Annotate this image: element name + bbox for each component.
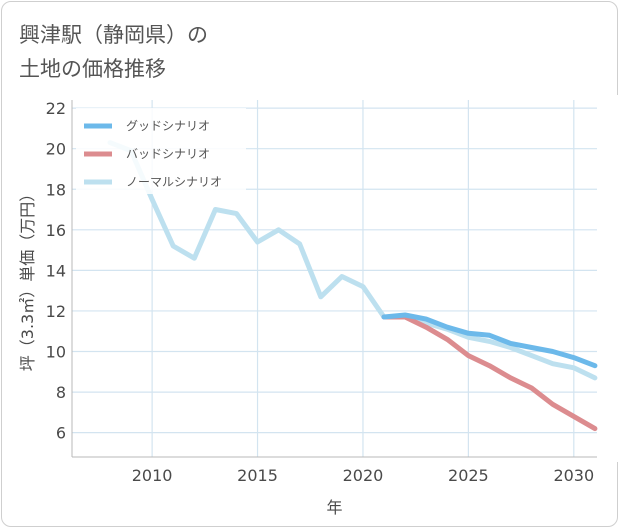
y-axis-label: 坪（3.3㎡）単価（万円） — [18, 186, 37, 371]
y-tick-label: 14 — [46, 261, 66, 280]
x-tick-label: 2015 — [237, 466, 278, 485]
x-tick-label: 2030 — [553, 466, 594, 485]
grid-lines — [72, 100, 597, 457]
y-tick-label: 8 — [56, 383, 66, 402]
plot-clip-mask — [598, 95, 618, 462]
legend-label-1[interactable]: グッドシナリオ — [126, 119, 210, 133]
y-tick-label: 16 — [46, 221, 66, 240]
x-axis-label: 年 — [326, 498, 342, 517]
x-tick-label: 2010 — [132, 466, 173, 485]
legend-label-2[interactable]: バッドシナリオ — [126, 147, 210, 161]
x-axis-ticks: 2010 2015 2020 2025 2030 — [132, 466, 594, 485]
chart-title-line-2: 土地の価格推移 — [19, 57, 166, 81]
series-line-3 — [107, 140, 598, 381]
y-tick-label: 20 — [46, 140, 66, 159]
y-tick-label: 10 — [46, 343, 66, 362]
x-tick-label: 2020 — [343, 466, 384, 485]
series-line-1 — [381, 312, 598, 369]
chart-title-line-1: 興津駅（静岡県）の — [19, 23, 208, 47]
series-line-2 — [381, 314, 598, 432]
y-tick-label: 12 — [46, 302, 66, 321]
chart-title: 興津駅（静岡県）の 土地の価格推移 — [19, 18, 208, 86]
y-tick-label: 22 — [46, 99, 66, 118]
legend-label-3[interactable]: ノーマルシナリオ — [126, 175, 222, 189]
plot-area — [71, 100, 597, 458]
y-axis-ticks: 6 8 10 12 14 16 18 20 22 — [46, 99, 66, 443]
y-tick-label: 6 — [56, 424, 66, 443]
x-tick-label: 2025 — [448, 466, 489, 485]
series-layer — [107, 95, 618, 462]
y-tick-label: 18 — [46, 180, 66, 199]
